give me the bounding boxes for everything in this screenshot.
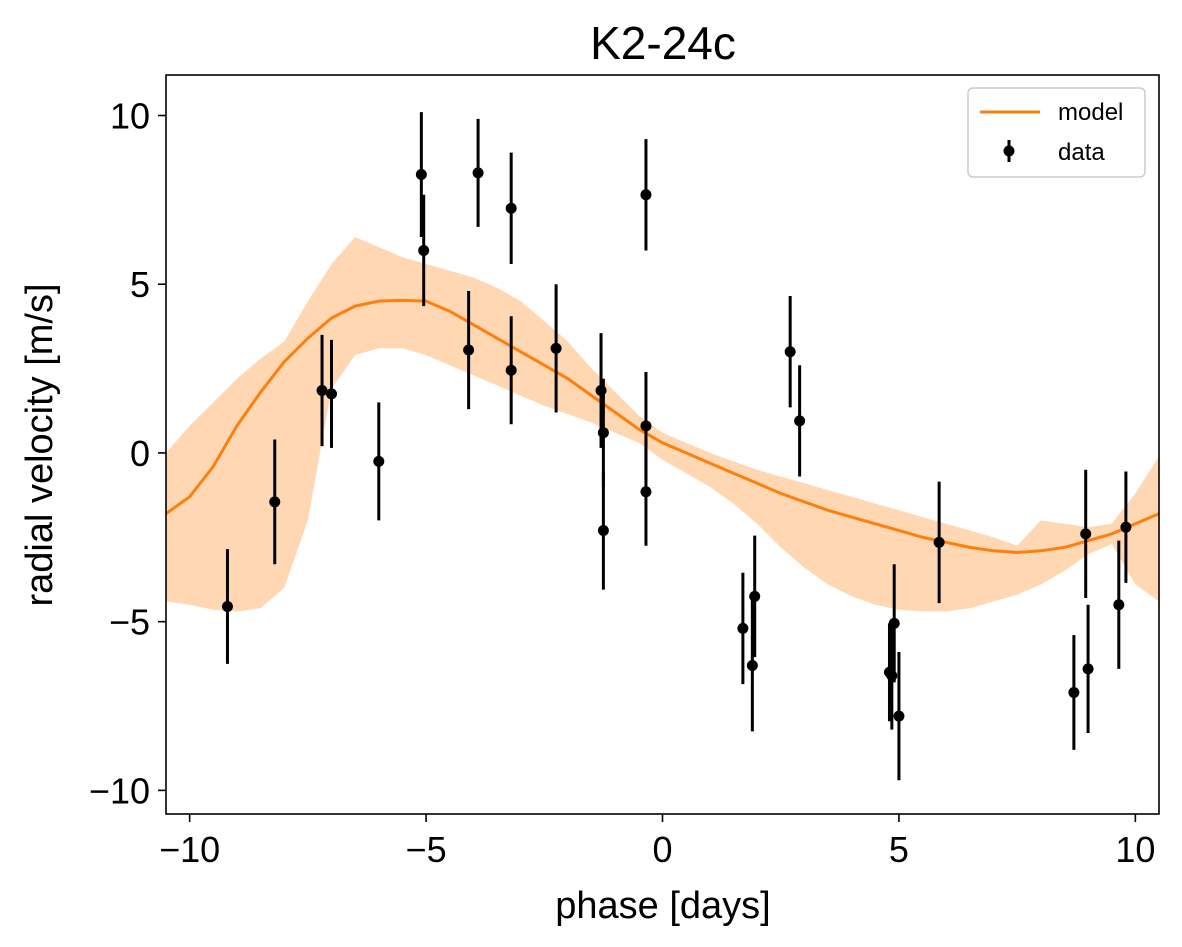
data-point [505, 152, 517, 264]
data-marker [1080, 528, 1092, 540]
model-uncertainty-band [166, 237, 1159, 612]
data-marker [640, 486, 652, 498]
data-point [749, 535, 761, 658]
data-point [1080, 469, 1092, 599]
y-tick-label: −5 [109, 602, 150, 643]
data-point [326, 339, 337, 448]
x-tick-label: −5 [406, 829, 447, 870]
data-point [505, 316, 517, 425]
plot-area [165, 112, 1160, 781]
data-marker [550, 342, 562, 354]
chart-title: K2-24c [590, 17, 736, 69]
data-marker [1113, 599, 1125, 611]
data-marker [794, 415, 806, 427]
y-axis-label: radial velocity [m/s] [19, 283, 61, 606]
data-point [550, 284, 562, 413]
data-point [737, 572, 749, 685]
data-point [1113, 540, 1125, 669]
data-marker [316, 385, 328, 397]
data-point [784, 296, 796, 408]
x-tick-label: −10 [159, 829, 220, 870]
data-point [418, 194, 430, 307]
data-marker [893, 710, 905, 722]
data-marker [597, 525, 609, 537]
y-axis: −10 −5 0 5 10 [89, 95, 166, 811]
data-marker [415, 169, 427, 181]
data-point [888, 564, 900, 683]
y-tick-label: −10 [89, 770, 150, 811]
data-point [893, 652, 905, 781]
data-point [640, 139, 652, 251]
data-point [640, 437, 652, 546]
data-marker [746, 660, 758, 672]
data-marker [1120, 521, 1132, 533]
data-point [794, 365, 806, 477]
y-tick-label: 0 [130, 433, 150, 474]
data-point [269, 439, 281, 565]
data-marker [221, 600, 233, 612]
data-points [221, 112, 1132, 781]
x-axis-label: phase [days] [555, 885, 770, 927]
x-tick-label: 0 [652, 829, 672, 870]
data-point [1082, 604, 1094, 734]
legend-data-marker [1003, 145, 1015, 157]
data-point [1068, 635, 1080, 750]
data-point [316, 334, 328, 447]
data-point [221, 549, 233, 664]
data-point [933, 481, 945, 604]
x-tick-label: 10 [1115, 829, 1155, 870]
data-point [1120, 471, 1132, 583]
data-marker [737, 622, 749, 634]
data-marker [418, 244, 430, 256]
x-tick-label: 5 [889, 829, 909, 870]
data-marker [463, 344, 475, 356]
data-marker [640, 420, 652, 432]
data-marker [269, 496, 281, 508]
data-point [746, 599, 758, 732]
y-tick-label: 10 [110, 95, 150, 136]
data-point [415, 112, 427, 237]
data-marker [505, 202, 517, 214]
data-marker [597, 427, 609, 439]
legend-data-label: data [1058, 139, 1105, 166]
data-point [373, 402, 385, 521]
data-point [597, 378, 609, 487]
data-marker [784, 346, 796, 358]
x-axis: −10 −5 0 5 10 [159, 814, 1155, 870]
legend: model data [967, 87, 1146, 178]
data-marker [326, 388, 337, 400]
data-marker [640, 189, 652, 201]
data-marker [888, 617, 900, 629]
data-marker [749, 590, 761, 602]
data-marker [933, 536, 945, 548]
data-marker [1082, 663, 1094, 675]
model-line [165, 298, 1160, 555]
data-marker [373, 455, 385, 467]
data-point [463, 290, 475, 410]
y-tick-label: 5 [130, 264, 150, 305]
data-marker [505, 364, 517, 376]
data-marker [472, 167, 484, 179]
data-point [472, 118, 484, 227]
legend-model-label: model [1058, 99, 1123, 126]
data-marker [1068, 687, 1080, 699]
data-point [597, 471, 609, 590]
